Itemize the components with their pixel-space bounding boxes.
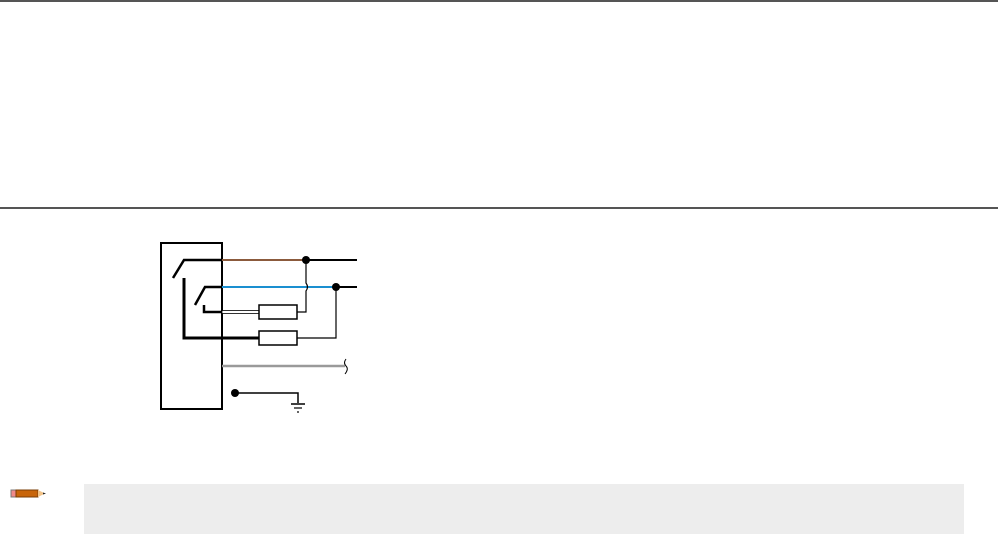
note-box: [84, 484, 964, 534]
resistor-2: [258, 330, 298, 346]
pencil-icon: [10, 489, 46, 498]
switch-contact-2: [193, 285, 222, 306]
section-rule: [0, 207, 998, 209]
wiring-diagram: [160, 242, 357, 413]
resistor-1: [258, 304, 298, 320]
switch-contact-1: [171, 258, 222, 279]
device-housing: [160, 242, 223, 410]
ground-icon: [291, 403, 305, 413]
top-rule: [0, 0, 998, 2]
crossover-wire: [297, 260, 309, 313]
